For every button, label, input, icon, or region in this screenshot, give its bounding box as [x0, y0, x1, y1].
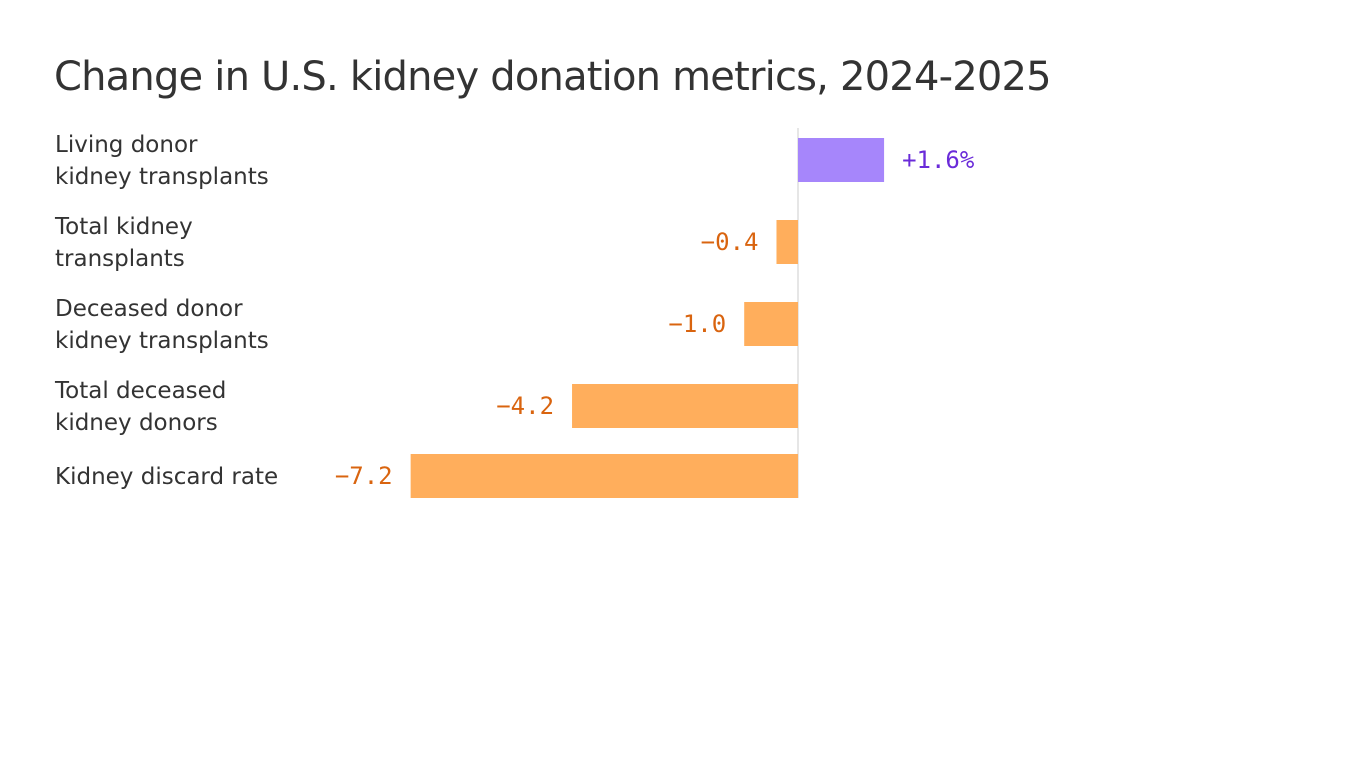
value-label: +1.6% — [902, 146, 975, 174]
value-label: −4.2 — [496, 392, 554, 420]
category-label: Deceased donor kidney transplants — [55, 296, 269, 354]
category-label: Kidney discard rate — [55, 464, 278, 490]
value-label: −1.0 — [668, 310, 726, 338]
value-label: −0.4 — [701, 228, 759, 256]
bar — [410, 454, 798, 498]
category-label: Living donor kidney transplants — [55, 132, 269, 190]
bar — [572, 384, 798, 428]
category-label: Total kidney transplants — [54, 214, 193, 272]
bar — [798, 138, 885, 182]
bar — [744, 302, 798, 346]
value-label: −7.2 — [335, 462, 393, 490]
category-label: Total deceased kidney donors — [54, 378, 226, 436]
chart-title: Change in U.S. kidney donation metrics, … — [54, 54, 1052, 100]
bar — [776, 220, 798, 264]
